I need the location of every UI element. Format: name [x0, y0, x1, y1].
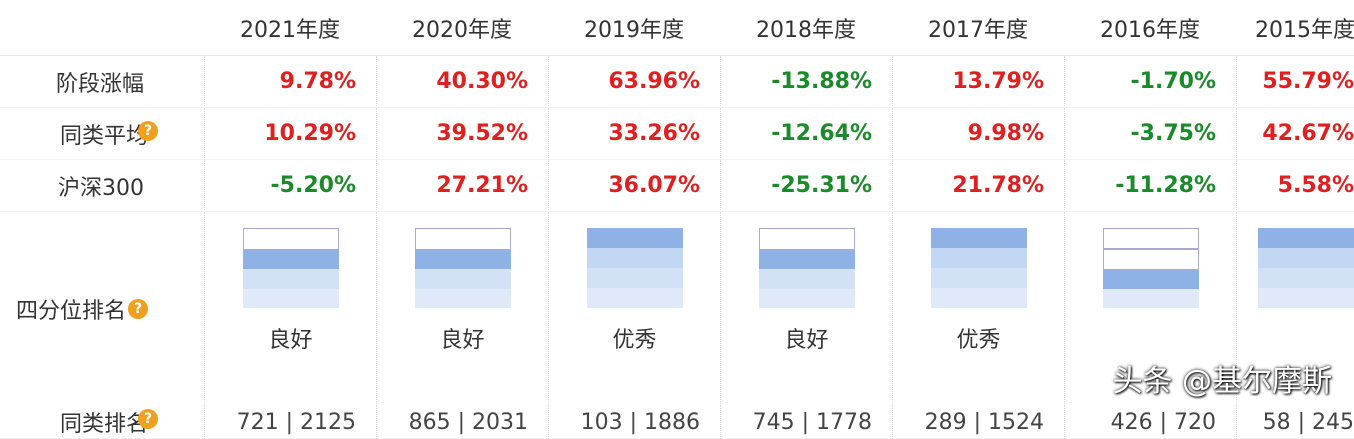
peer-rank-value: 289 | 1524	[892, 406, 1064, 439]
header-corner	[0, 0, 204, 56]
quartile-bar	[242, 228, 339, 308]
row-label-stage-gain: 阶段涨幅	[0, 56, 204, 108]
stage-gain-value: 63.96%	[548, 56, 720, 108]
quartile-rating: 良好	[440, 328, 485, 353]
quartile-bar	[758, 228, 855, 308]
quartile-rating: 优秀	[956, 328, 1001, 353]
year-header: 2015年度	[1236, 0, 1354, 56]
stage-gain-value: 55.79%	[1236, 56, 1354, 108]
peer-average-value: 42.67%	[1236, 108, 1354, 160]
quartile-segment	[1257, 268, 1354, 288]
peer-rank-label: 同类排名	[59, 412, 148, 437]
quartile-segment	[1102, 228, 1199, 249]
quartile-segment	[242, 269, 339, 289]
hs300-value: -5.20%	[204, 160, 376, 212]
peer-rank-value: 865 | 2031	[376, 406, 548, 439]
quartile-segment	[414, 249, 511, 269]
peer-rank-value: 426 | 720	[1064, 406, 1236, 439]
quartile-rating: 良好	[784, 328, 829, 353]
quartile-segment	[758, 228, 855, 250]
quartile-segment	[242, 249, 339, 269]
year-header: 2016年度	[1064, 0, 1236, 56]
row-label-peer-average: 同类平均 ?	[0, 108, 204, 160]
quartile-cell: 良好	[376, 212, 548, 406]
quartile-cell	[1064, 212, 1236, 406]
stage-gain-value: -1.70%	[1064, 56, 1236, 108]
quartile-bar	[930, 228, 1027, 308]
year-header: 2021年度	[204, 0, 376, 56]
quartile-bar	[1102, 228, 1199, 308]
hs300-value: 21.78%	[892, 160, 1064, 212]
help-icon[interactable]: ?	[138, 120, 158, 141]
quartile-segment	[586, 228, 683, 248]
row-label-quartile: 四分位排名 ?	[0, 212, 204, 406]
hs300-value: 5.58%	[1236, 160, 1354, 212]
quartile-cell: 优秀	[548, 212, 720, 406]
quartile-segment	[1102, 270, 1199, 289]
peer-average-value: -12.64%	[720, 108, 892, 160]
quartile-segment	[758, 249, 855, 269]
quartile-bar	[414, 228, 511, 308]
help-icon[interactable]: ?	[128, 299, 148, 319]
quartile-segment	[586, 268, 683, 288]
stage-gain-value: -13.88%	[720, 56, 892, 108]
quartile-cell: 良好	[720, 212, 892, 406]
row-label-peer-rank: 同类排名 ?	[0, 406, 204, 439]
hs300-value: -11.28%	[1064, 160, 1236, 212]
stage-gain-value: 13.79%	[892, 56, 1064, 108]
quartile-segment	[586, 288, 683, 308]
quartile-bar	[1257, 228, 1354, 308]
quartile-segment	[1257, 288, 1354, 308]
hs300-value: 27.21%	[376, 160, 548, 212]
quartile-segment	[1102, 289, 1199, 308]
quartile-segment	[414, 288, 511, 308]
help-icon[interactable]: ?	[138, 409, 158, 429]
watermark: 头条 @基尔摩斯	[1112, 364, 1332, 399]
quartile-segment	[930, 248, 1027, 268]
peer-rank-value: 745 | 1778	[720, 406, 892, 439]
peer-rank-value: 721 | 2125	[204, 406, 376, 439]
peer-average-label: 同类平均	[59, 123, 148, 149]
quartile-segment	[586, 248, 683, 268]
stage-gain-value: 9.78%	[204, 56, 376, 108]
peer-average-value: -3.75%	[1064, 108, 1236, 160]
quartile-segment	[414, 269, 511, 289]
quartile-segment	[242, 228, 339, 250]
quartile-segment	[1257, 228, 1354, 248]
year-header: 2019年度	[548, 0, 720, 56]
quartile-segment	[930, 268, 1027, 288]
quartile-segment	[414, 228, 511, 250]
year-header: 2020年度	[376, 0, 548, 56]
quartile-rating: 优秀	[612, 328, 657, 353]
year-header: 2017年度	[892, 0, 1064, 56]
quartile-segment	[930, 228, 1027, 248]
peer-rank-value: 103 | 1886	[548, 406, 720, 439]
hs300-value: 36.07%	[548, 160, 720, 212]
row-label-hs300: 沪深300	[0, 160, 204, 212]
quartile-bar	[586, 228, 683, 308]
quartile-cell	[1236, 212, 1354, 406]
hs300-value: -25.31%	[720, 160, 892, 212]
quartile-segment	[758, 288, 855, 308]
quartile-label: 四分位排名	[15, 299, 126, 324]
quartile-segment	[930, 288, 1027, 308]
quartile-cell: 优秀	[892, 212, 1064, 406]
peer-average-value: 33.26%	[548, 108, 720, 160]
quartile-cell: 良好	[204, 212, 376, 406]
quartile-rating: 良好	[268, 328, 313, 353]
quartile-segment	[758, 269, 855, 289]
peer-rank-value: 58 | 245	[1236, 406, 1354, 439]
quartile-segment	[1257, 248, 1354, 268]
quartile-segment	[242, 288, 339, 308]
peer-average-value: 39.52%	[376, 108, 548, 160]
stage-gain-value: 40.30%	[376, 56, 548, 108]
year-header: 2018年度	[720, 0, 892, 56]
peer-average-value: 9.98%	[892, 108, 1064, 160]
peer-average-value: 10.29%	[204, 108, 376, 160]
quartile-segment	[1102, 249, 1199, 270]
